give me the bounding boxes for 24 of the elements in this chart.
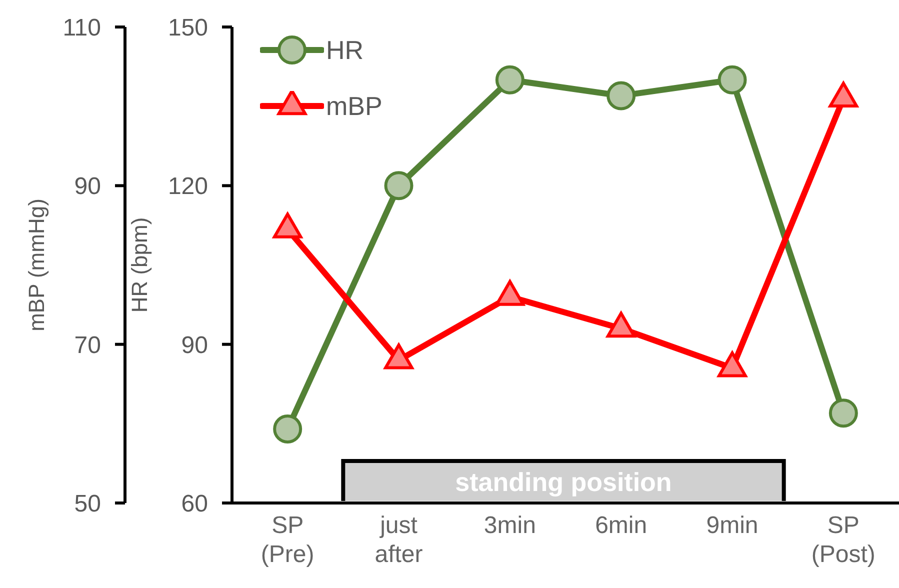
- y-tick-label: 60: [181, 490, 208, 518]
- y2-tick-label: 90: [74, 173, 101, 200]
- legend-label: mBP: [326, 90, 382, 122]
- legend-label: HR: [326, 34, 364, 66]
- x-tick-label: just after: [374, 512, 423, 568]
- y-tick-label: 150: [168, 14, 208, 42]
- point: [495, 65, 524, 94]
- point: [828, 398, 858, 428]
- point: [384, 171, 414, 200]
- x-tick-label: SP (Pre): [260, 512, 314, 568]
- x-tick-label: 3min: [484, 512, 536, 539]
- point: [606, 81, 636, 110]
- y2-tick-label: 110: [62, 14, 101, 42]
- y2-tick-label: 70: [74, 332, 101, 359]
- x-tick-label: SP (Post): [811, 512, 876, 568]
- point: [273, 414, 302, 444]
- y2-axis-title: mBP (mmHg): [24, 198, 49, 332]
- y-tick-label: 90: [181, 332, 208, 359]
- y-axis-title: HR (bpm): [126, 217, 152, 313]
- point: [718, 65, 747, 94]
- y2-tick-label: 50: [74, 490, 101, 518]
- x-tick-label: 9min: [706, 512, 758, 539]
- x-tick-label: 6min: [595, 512, 648, 539]
- y-tick-label: 120: [168, 173, 208, 200]
